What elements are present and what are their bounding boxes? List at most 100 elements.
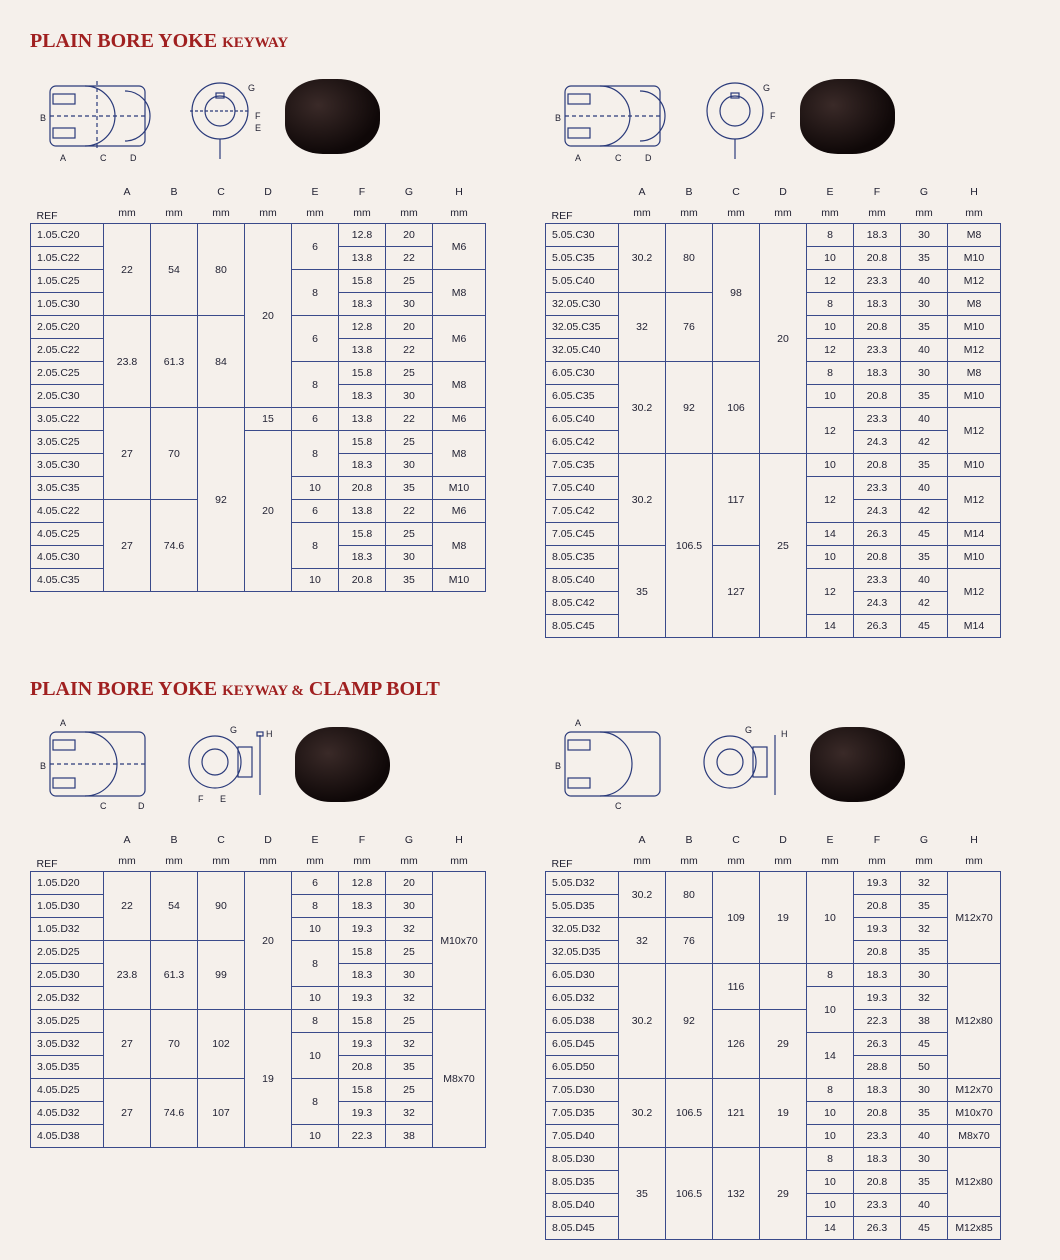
ref-cell: 8.05.C35 [546,546,619,569]
svg-text:C: C [100,153,107,163]
cell-G: 35 [901,546,948,569]
cell-E: 10 [807,247,854,270]
cell-E: 10 [292,1033,339,1079]
cell-G: 35 [901,941,948,964]
cell-G: 32 [901,918,948,941]
cell-F: 23.3 [854,569,901,592]
cell-C: 99 [198,941,245,1010]
ref-cell: 6.05.C35 [546,385,619,408]
section1-table-right: REFABCDEFGHmmmmmmmmmmmmmmmm5.05.C3030.28… [545,181,1001,638]
cell-E: 6 [292,500,339,523]
cell-E: 10 [292,918,339,941]
cell-E: 12 [807,477,854,523]
title-main: PLAIN BORE YOKE [30,30,217,52]
cell-A: 22 [104,224,151,316]
cell-F: 15.8 [339,431,386,454]
cell-H: M8 [433,362,486,408]
cell-A: 32 [619,918,666,964]
col-ref: REF [546,829,619,872]
cell-F: 19.3 [339,1102,386,1125]
ref-cell: 8.05.C45 [546,615,619,638]
cell-G: 50 [901,1056,948,1079]
cell-F: 15.8 [339,362,386,385]
ref-cell: 7.05.D40 [546,1125,619,1148]
cell-F: 19.3 [339,918,386,941]
ref-cell: 7.05.D35 [546,1102,619,1125]
cell-G: 32 [386,1102,433,1125]
ref-cell: 4.05.C30 [31,546,104,569]
cell-E: 10 [807,1194,854,1217]
cell-H: M8 [948,362,1001,385]
cell-C: 80 [198,224,245,316]
table-row: 3.05.C2227709215613.822M6 [31,408,486,431]
section1-title: PLAIN BORE YOKE KEYWAY [30,30,1030,53]
cell-F: 26.3 [854,1033,901,1056]
svg-text:G: G [763,83,770,93]
cell-D: 20 [760,224,807,454]
svg-text:F: F [198,794,204,804]
cell-A: 30.2 [619,1079,666,1148]
cell-F: 20.8 [854,941,901,964]
cell-B: 106.5 [666,454,713,638]
cell-H: M8 [433,523,486,569]
cell-F: 15.8 [339,270,386,293]
svg-text:C: C [615,153,622,163]
ref-cell: 5.05.D32 [546,872,619,895]
cell-H: M10 [433,477,486,500]
cell-F: 24.3 [854,500,901,523]
ref-cell: 3.05.D25 [31,1010,104,1033]
ref-cell: 2.05.D32 [31,987,104,1010]
col-A: A [104,829,151,850]
cell-G: 40 [901,270,948,293]
cell-F: 18.3 [854,224,901,247]
ref-cell: 4.05.C25 [31,523,104,546]
svg-text:E: E [255,123,261,133]
cell-H: M10 [948,316,1001,339]
ref-cell: 2.05.D30 [31,964,104,987]
section1-left-diagrams: B A C D G F E [30,61,515,171]
cell-G: 30 [901,224,948,247]
cell-F: 13.8 [339,339,386,362]
cell-F: 20.8 [339,1056,386,1079]
ref-cell: 2.05.C25 [31,362,104,385]
cell-G: 35 [901,895,948,918]
cell-E: 10 [807,1171,854,1194]
cell-B: 80 [666,872,713,918]
ref-cell: 5.05.C35 [546,247,619,270]
cell-D: 25 [760,454,807,638]
svg-text:G: G [248,83,255,93]
cell-B: 92 [666,362,713,454]
cell-C: 107 [198,1079,245,1148]
cell-E: 10 [292,987,339,1010]
table-row: 7.05.C3530.2106.5117251020.835M10 [546,454,1001,477]
cell-G: 25 [386,523,433,546]
yoke-photo [285,79,380,154]
col-H: H [948,181,1001,202]
yoke-side-diagram: B A C D [30,66,160,166]
cell-A: 32 [619,293,666,362]
col-D: D [760,829,807,850]
ref-cell: 8.05.D30 [546,1148,619,1171]
col-B: B [151,829,198,850]
ref-cell: 6.05.C42 [546,431,619,454]
cell-E: 8 [807,964,854,987]
cell-E: 8 [292,895,339,918]
ref-cell: 1.05.D30 [31,895,104,918]
ref-cell: 6.05.D30 [546,964,619,987]
col-E: E [807,829,854,850]
ref-cell: 2.05.D25 [31,941,104,964]
ref-cell: 3.05.C22 [31,408,104,431]
cell-F: 18.3 [854,293,901,316]
cell-C: 121 [713,1079,760,1148]
cell-D: 20 [245,431,292,592]
col-C: C [198,829,245,850]
yoke-clamp-end-diagram: G H [695,717,790,812]
col-G: G [901,829,948,850]
svg-text:H: H [781,729,788,739]
cell-D: 19 [245,1010,292,1148]
cell-E: 10 [807,1102,854,1125]
svg-text:B: B [555,113,561,123]
cell-F: 18.3 [854,362,901,385]
cell-C: 109 [713,872,760,964]
cell-G: 30 [901,1079,948,1102]
